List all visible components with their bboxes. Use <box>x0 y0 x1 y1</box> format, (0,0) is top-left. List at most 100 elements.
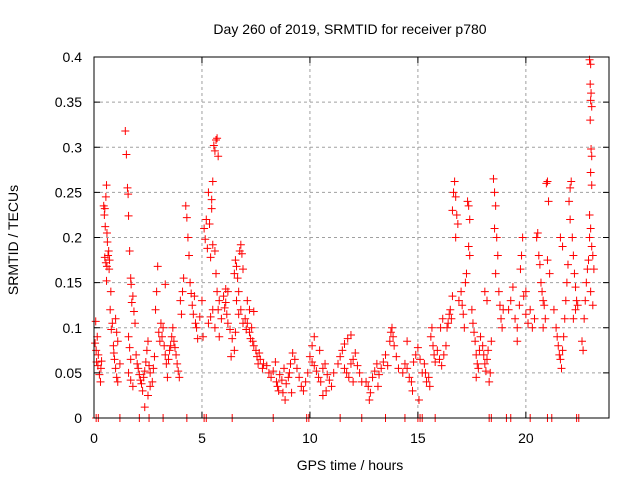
data-point <box>126 355 135 364</box>
data-point <box>362 377 371 386</box>
data-point <box>556 355 565 364</box>
data-point <box>409 358 418 367</box>
data-point <box>565 197 574 206</box>
data-point <box>101 222 110 231</box>
data-point <box>219 292 228 301</box>
data-point <box>206 253 215 262</box>
data-point <box>215 332 224 341</box>
data-point <box>186 278 195 287</box>
data-point <box>426 332 435 341</box>
data-point <box>484 346 493 355</box>
data-point <box>586 80 595 89</box>
data-point <box>143 391 152 400</box>
data-point <box>96 377 105 386</box>
data-point <box>91 339 100 348</box>
data-point <box>204 319 213 328</box>
data-point <box>486 368 495 377</box>
data-point <box>462 269 471 278</box>
y-axis-label: SRMTID / TECUs <box>5 185 21 295</box>
data-point <box>161 350 170 359</box>
data-point <box>558 242 567 251</box>
data-point <box>243 319 252 328</box>
data-point <box>177 310 186 319</box>
data-point <box>431 358 440 367</box>
data-point <box>236 240 245 249</box>
data-point <box>249 307 258 316</box>
data-point <box>424 373 433 382</box>
data-point <box>530 314 539 323</box>
data-point <box>141 358 150 367</box>
data-point <box>475 346 484 355</box>
data-point <box>162 359 171 368</box>
data-point <box>241 314 250 323</box>
data-point <box>106 305 115 314</box>
data-point <box>123 183 132 192</box>
data-point <box>303 368 312 377</box>
data-point <box>163 373 172 382</box>
data-point <box>274 386 283 395</box>
data-point <box>192 323 201 332</box>
data-point <box>159 323 168 332</box>
data-point <box>203 244 212 253</box>
data-point <box>230 346 239 355</box>
data-point <box>569 251 578 260</box>
data-point <box>390 341 399 350</box>
data-point <box>258 364 267 373</box>
data-point <box>275 370 284 379</box>
data-point <box>561 296 570 305</box>
data-point <box>271 358 280 367</box>
data-point <box>463 197 472 206</box>
data-point <box>249 341 258 350</box>
data-point <box>539 323 548 332</box>
data-point <box>563 260 572 269</box>
data-point <box>545 269 554 278</box>
data-point <box>368 373 377 382</box>
data-point <box>269 367 278 376</box>
data-point <box>238 265 247 274</box>
data-point <box>492 233 501 242</box>
data-point <box>480 359 489 368</box>
data-point <box>232 296 241 305</box>
data-point <box>248 337 257 346</box>
data-point <box>587 145 596 154</box>
data-point <box>540 301 549 310</box>
data-point <box>102 181 111 190</box>
data-point <box>209 141 218 150</box>
data-point <box>471 337 480 346</box>
data-point <box>439 350 448 359</box>
data-point <box>111 314 120 323</box>
data-point <box>448 206 457 215</box>
data-point <box>316 377 325 386</box>
data-point <box>208 177 217 186</box>
data-point <box>427 323 436 332</box>
data-point <box>193 334 202 343</box>
data-point <box>452 210 461 219</box>
data-point <box>259 359 268 368</box>
data-point <box>349 355 358 364</box>
data-point <box>465 251 474 260</box>
data-point <box>237 249 246 258</box>
data-point <box>552 323 561 332</box>
data-point <box>585 210 594 219</box>
data-point <box>104 251 113 260</box>
data-point <box>127 280 136 289</box>
data-point <box>167 332 176 341</box>
data-point <box>213 287 222 296</box>
data-point <box>536 278 545 287</box>
data-point <box>215 296 224 305</box>
data-point <box>208 305 217 314</box>
data-point <box>173 359 182 368</box>
data-point <box>429 341 438 350</box>
data-point <box>325 376 334 385</box>
data-point <box>446 305 455 314</box>
data-point <box>121 127 130 136</box>
x-tick-label: 5 <box>198 430 206 446</box>
data-point <box>470 328 479 337</box>
data-point <box>516 265 525 274</box>
data-point <box>221 298 230 307</box>
data-point <box>234 287 243 296</box>
data-point <box>532 233 541 242</box>
data-point <box>338 346 347 355</box>
data-point <box>340 339 349 348</box>
data-point <box>588 251 597 260</box>
